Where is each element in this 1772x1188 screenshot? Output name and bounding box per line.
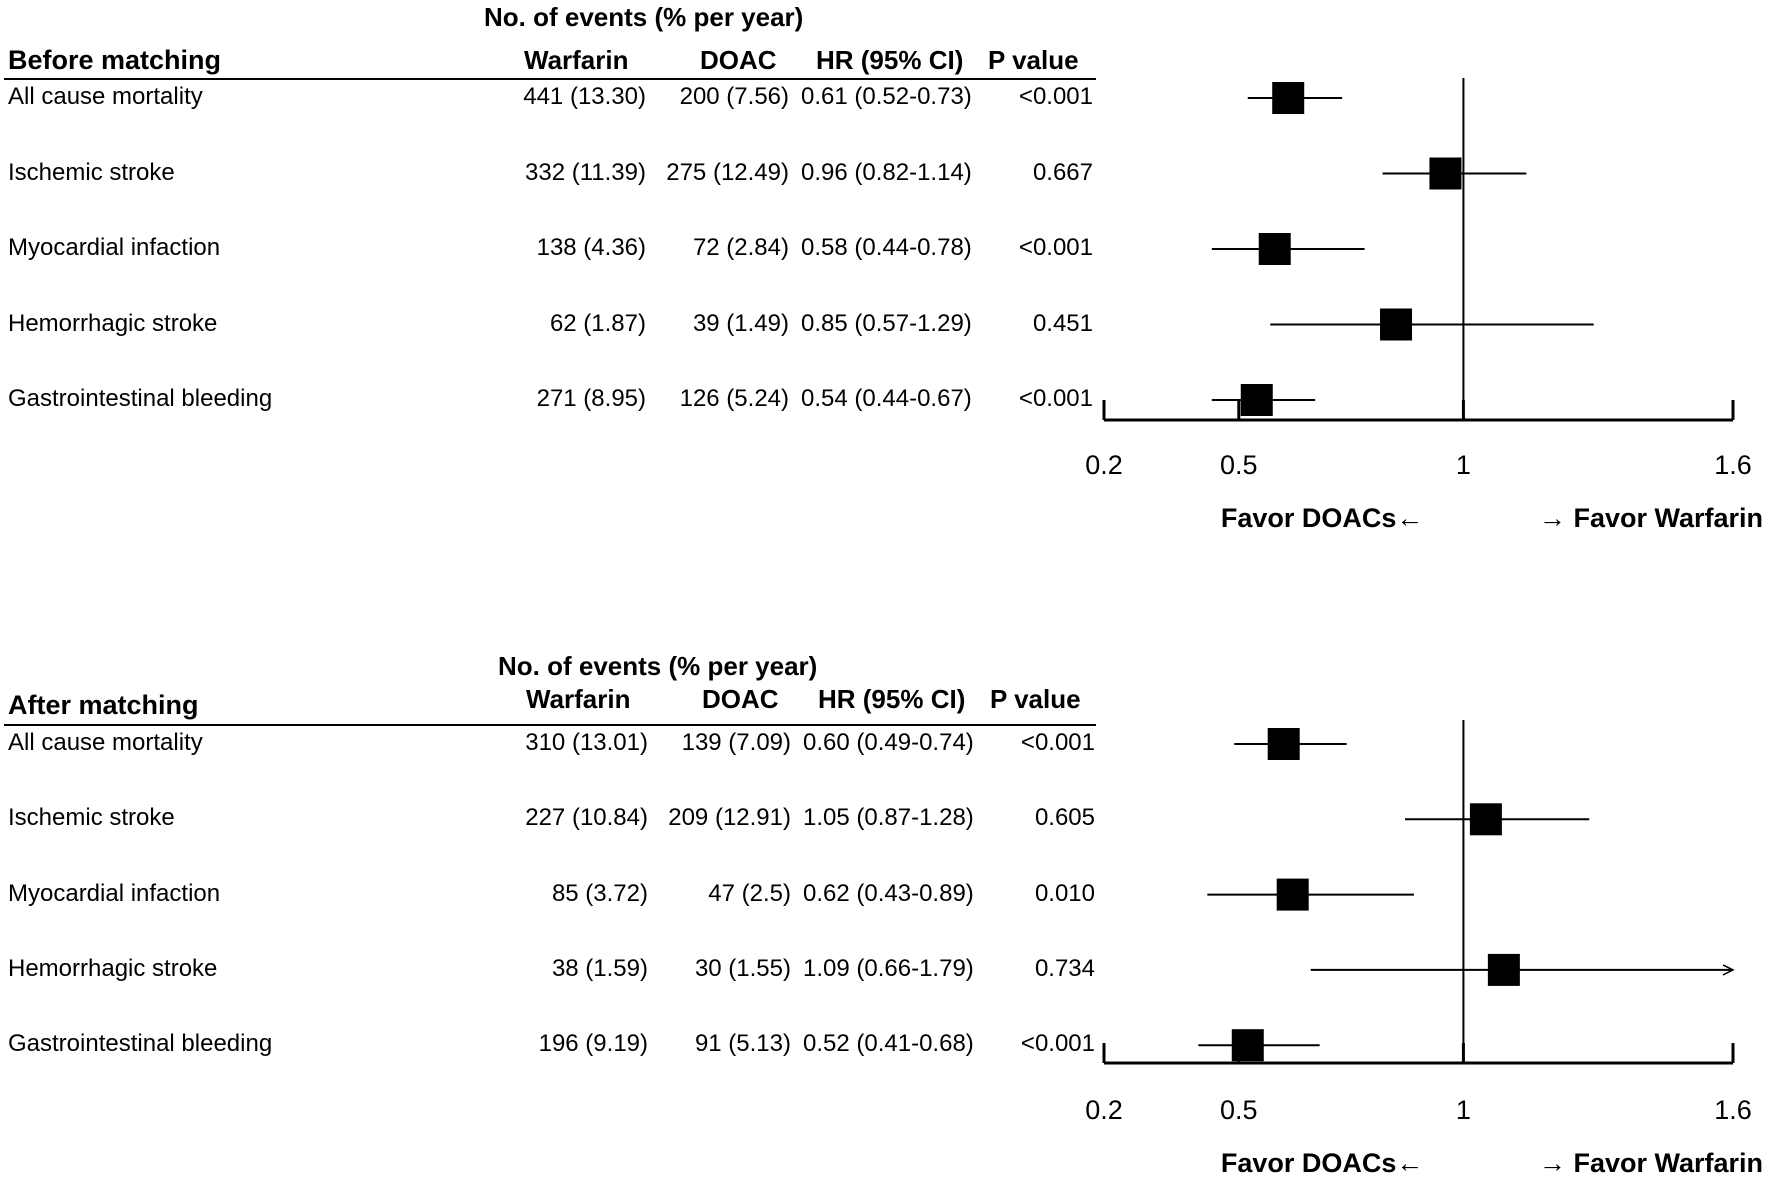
p-value: 0.667 [1032,158,1093,186]
p-value: 0.451 [1032,309,1093,337]
x-tick-label: 1 [1456,450,1471,480]
row-label: Hemorrhagic stroke [8,954,218,982]
column-header-doac: DOAC [702,684,779,714]
warfarin-events: 271 (8.95) [536,385,646,412]
forest-panel-after-matching: No. of events (% per year) After matchin… [0,648,1772,1188]
column-header-warfarin: Warfarin [524,45,629,75]
forest-plot: 0.2 0.5 1 1.6 Favor DOACs← → Favor Warfarin [1085,78,1763,533]
column-header-doac: DOAC [700,45,777,75]
point-estimate-marker [1272,82,1305,114]
row-label: Gastrointestinal bleeding [8,1030,273,1058]
header-rule [4,724,1096,726]
forest-plot: 0.2 0.5 1 1.6 Favor DOACs← → Favor Warfarin [1085,720,1763,1178]
favor-right-label: → Favor Warfarin [1539,503,1763,533]
row-label: Hemorrhagic stroke [8,309,218,337]
hazard-ratio-ci: 0.61 (0.52-0.73) [801,83,972,110]
hazard-ratio-ci: 0.85 (0.57-1.29) [801,309,972,337]
point-estimate-marker [1276,878,1309,911]
doac-events: 47 (2.5) [708,879,791,907]
p-value: <0.001 [1018,83,1093,110]
p-value: 0.605 [1034,804,1095,832]
point-estimate-marker [1267,728,1300,760]
point-estimate-marker [1469,803,1502,836]
warfarin-events: 332 (11.39) [525,158,646,186]
favor-left-label: Favor DOACs← [1221,503,1424,533]
group-header: No. of events (% per year) [498,651,818,681]
column-header-hr: HR (95% CI) [818,684,966,714]
column-header-warfarin: Warfarin [526,684,631,714]
hazard-ratio-ci: 0.96 (0.82-1.14) [801,158,972,186]
x-tick-label: 1 [1456,1095,1471,1125]
warfarin-events: 227 (10.84) [525,804,648,832]
hazard-ratio-ci: 0.54 (0.44-0.67) [801,385,972,412]
doac-events: 275 (12.49) [666,158,789,186]
column-header-p-value: P value [990,684,1081,714]
warfarin-events: 38 (1.59) [551,954,648,982]
warfarin-events: 310 (13.01) [525,729,648,756]
p-value: 0.010 [1034,879,1095,907]
warfarin-events: 441 (13.30) [523,83,646,110]
hazard-ratio-ci: 0.62 (0.43-0.89) [803,879,974,907]
row-label: Ischemic stroke [8,804,175,832]
row-label: All cause mortality [8,729,203,756]
group-header: No. of events (% per year) [484,2,804,32]
row-label: Ischemic stroke [8,158,175,186]
warfarin-events: 138 (4.36) [536,234,646,261]
doac-events: 126 (5.24) [679,385,789,412]
x-tick-label: 0.5 [1220,1095,1258,1125]
header-rule [4,78,1096,80]
row-label: Myocardial infaction [8,879,221,907]
hazard-ratio-ci: 1.05 (0.87-1.28) [803,804,974,832]
section-title: After matching [8,690,199,720]
warfarin-events: 196 (9.19) [538,1030,648,1058]
column-header-p-value: P value [988,45,1079,75]
hazard-ratio-ci: 0.58 (0.44-0.78) [801,234,972,261]
hazard-ratio-ci: 0.60 (0.49-0.74) [803,729,974,756]
p-value: 0.734 [1034,954,1095,982]
doac-events: 30 (1.55) [694,954,791,982]
favor-left-label: Favor DOACs← [1221,1148,1424,1178]
x-tick-label: 1.6 [1714,1095,1752,1125]
section-title: Before matching [8,45,222,75]
point-estimate-marker [1240,384,1273,416]
x-tick-label: 0.2 [1085,450,1123,480]
warfarin-events: 85 (3.72) [551,879,648,907]
warfarin-events: 62 (1.87) [549,309,646,337]
point-estimate-marker [1487,953,1520,986]
ci-truncation-arrow [1722,964,1735,976]
x-tick-label: 0.2 [1085,1095,1123,1125]
point-estimate-marker [1231,1029,1264,1062]
favor-right-label: → Favor Warfarin [1539,1148,1763,1178]
doac-events: 39 (1.49) [692,309,789,337]
doac-events: 139 (7.09) [681,729,791,756]
p-value: <0.001 [1018,385,1093,412]
point-estimate-marker [1429,157,1462,190]
hazard-ratio-ci: 1.09 (0.66-1.79) [803,954,974,982]
column-header-hr: HR (95% CI) [816,45,964,75]
point-estimate-marker [1258,233,1291,265]
p-value: <0.001 [1018,234,1093,261]
x-tick-label: 0.5 [1220,450,1258,480]
p-value: <0.001 [1020,1030,1095,1058]
row-label: All cause mortality [8,83,203,110]
doac-events: 72 (2.84) [692,234,789,261]
x-tick-label: 1.6 [1714,450,1752,480]
doac-events: 200 (7.56) [679,83,789,110]
p-value: <0.001 [1020,729,1095,756]
doac-events: 91 (5.13) [694,1030,791,1058]
doac-events: 209 (12.91) [668,804,791,832]
forest-panel-before-matching: No. of events (% per year) Before matchi… [4,2,1763,533]
point-estimate-marker [1380,308,1413,341]
row-label: Myocardial infaction [8,234,221,261]
hazard-ratio-ci: 0.52 (0.41-0.68) [803,1030,974,1058]
row-label: Gastrointestinal bleeding [8,385,273,412]
